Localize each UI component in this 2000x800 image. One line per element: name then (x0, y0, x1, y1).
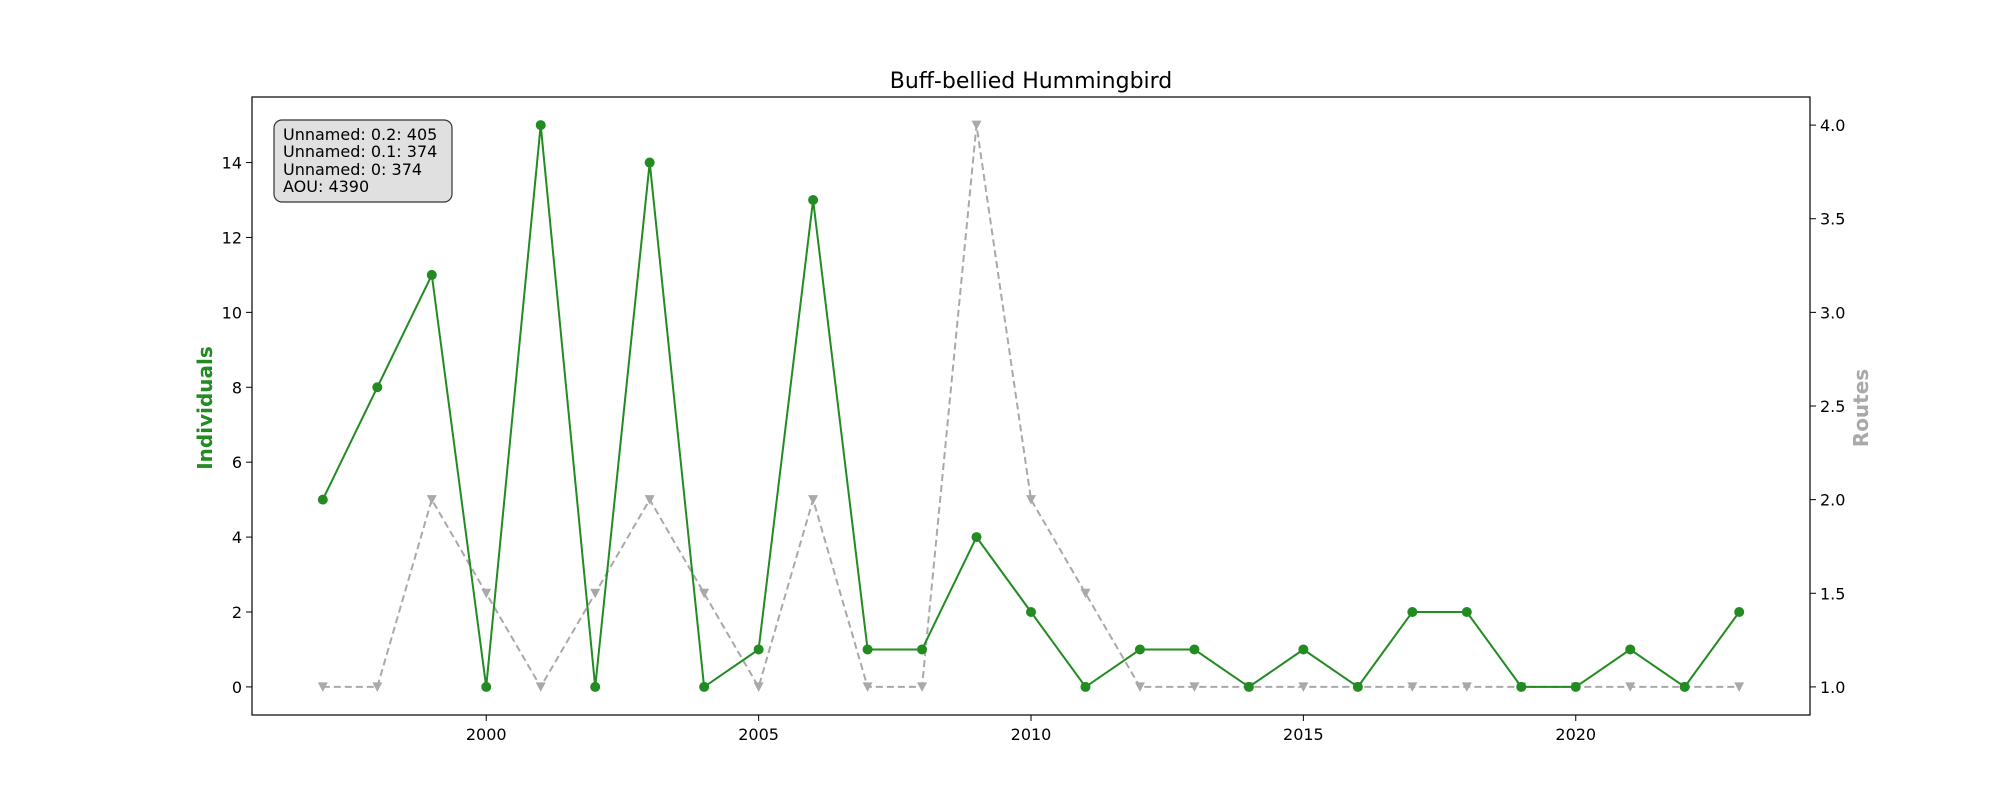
y-left-tick-label: 10 (222, 303, 242, 322)
routes-point (426, 495, 437, 505)
routes-point (1625, 682, 1636, 692)
info-line: Unnamed: 0.2: 405 (283, 125, 437, 144)
individuals-point (372, 382, 383, 393)
x-tick-label: 2020 (1555, 725, 1596, 744)
routes-point (699, 588, 710, 599)
routes-point (1734, 682, 1745, 692)
routes-series (317, 120, 1745, 692)
individuals-series (317, 120, 1745, 692)
y-right-tick-label: 3.0 (1820, 303, 1845, 322)
individuals-point (971, 532, 982, 543)
y-axis-right: 1.0 1.5 2.0 2.5 3.0 3.5 4.0 (1810, 116, 1845, 697)
routes-point (1026, 495, 1036, 505)
routes-point (1134, 682, 1145, 692)
routes-point (808, 495, 819, 505)
individuals-point (1734, 607, 1745, 617)
routes-point (753, 682, 764, 692)
y-axis-right-label: Routes (1849, 369, 1873, 447)
y-right-tick-label: 2.5 (1820, 397, 1845, 416)
individuals-point (917, 644, 928, 655)
routes-point (644, 495, 655, 505)
individuals-point (699, 681, 710, 692)
x-tick-label: 2005 (738, 725, 779, 744)
y-left-tick-label: 14 (222, 154, 242, 173)
individuals-point (1570, 681, 1581, 692)
individuals-point (862, 644, 873, 655)
individuals-point (317, 494, 328, 505)
y-left-tick-label: 0 (232, 678, 242, 697)
routes-point (481, 588, 492, 599)
individuals-point (644, 157, 655, 168)
info-box-background (273, 119, 453, 203)
individuals-point (590, 681, 601, 692)
individuals-point (1189, 644, 1200, 655)
info-line: AOU: 4390 (283, 177, 369, 196)
y-right-tick-label: 1.5 (1820, 584, 1845, 603)
plot-frame (251, 96, 1811, 716)
individuals-point (1407, 607, 1418, 617)
routes-point (862, 682, 873, 692)
individuals-point (535, 120, 546, 131)
individuals-point (1134, 644, 1145, 655)
info-line: Unnamed: 0.1: 374 (283, 142, 437, 161)
x-tick-label: 2000 (466, 725, 507, 744)
routes-point (590, 588, 601, 599)
routes-point (1298, 682, 1309, 692)
individuals-point (1679, 681, 1690, 692)
individuals-point (1026, 607, 1036, 617)
y-right-tick-label: 4.0 (1820, 116, 1845, 135)
individuals-point (1625, 644, 1636, 655)
y-right-tick-label: 3.5 (1820, 210, 1845, 229)
individuals-point (1352, 681, 1363, 692)
y-left-tick-label: 2 (232, 603, 242, 622)
y-axis-left: 0 2 4 6 8 10 12 14 (222, 154, 252, 697)
y-left-tick-label: 12 (222, 228, 242, 247)
routes-point (1461, 682, 1472, 692)
individuals-point (1080, 681, 1091, 692)
individuals-point (481, 681, 492, 692)
routes-point (1407, 682, 1418, 692)
info-line: Unnamed: 0: 374 (283, 160, 422, 179)
y-axis-left-label: Individuals (193, 346, 217, 470)
x-tick-label: 2010 (1011, 725, 1052, 744)
info-box: Unnamed: 0.2: 405 Unnamed: 0.1: 374 Unna… (273, 119, 453, 203)
y-left-tick-label: 6 (232, 453, 242, 472)
y-right-tick-label: 2.0 (1820, 491, 1845, 510)
individuals-point (426, 269, 437, 280)
routes-point (1080, 588, 1091, 599)
individuals-point (1243, 681, 1254, 692)
y-right-tick-label: 1.0 (1820, 678, 1845, 697)
individuals-point (1461, 607, 1472, 617)
routes-point (971, 120, 982, 131)
individuals-point (808, 195, 819, 205)
routes-point (917, 682, 928, 692)
individuals-line (321, 125, 1741, 689)
chart-title: Buff-bellied Hummingbird (890, 69, 1173, 94)
routes-point (1189, 682, 1200, 692)
x-tick-label: 2015 (1283, 725, 1324, 744)
individuals-point (753, 644, 764, 655)
x-axis: 2000 2005 2010 2015 2020 (466, 715, 1596, 744)
individuals-point (1298, 644, 1309, 655)
routes-line (322, 124, 1740, 690)
routes-point (372, 682, 383, 692)
y-left-tick-label: 4 (232, 528, 242, 547)
routes-point (317, 682, 328, 692)
y-left-tick-label: 8 (232, 378, 242, 397)
individuals-point (1516, 681, 1527, 692)
routes-point (535, 682, 546, 692)
